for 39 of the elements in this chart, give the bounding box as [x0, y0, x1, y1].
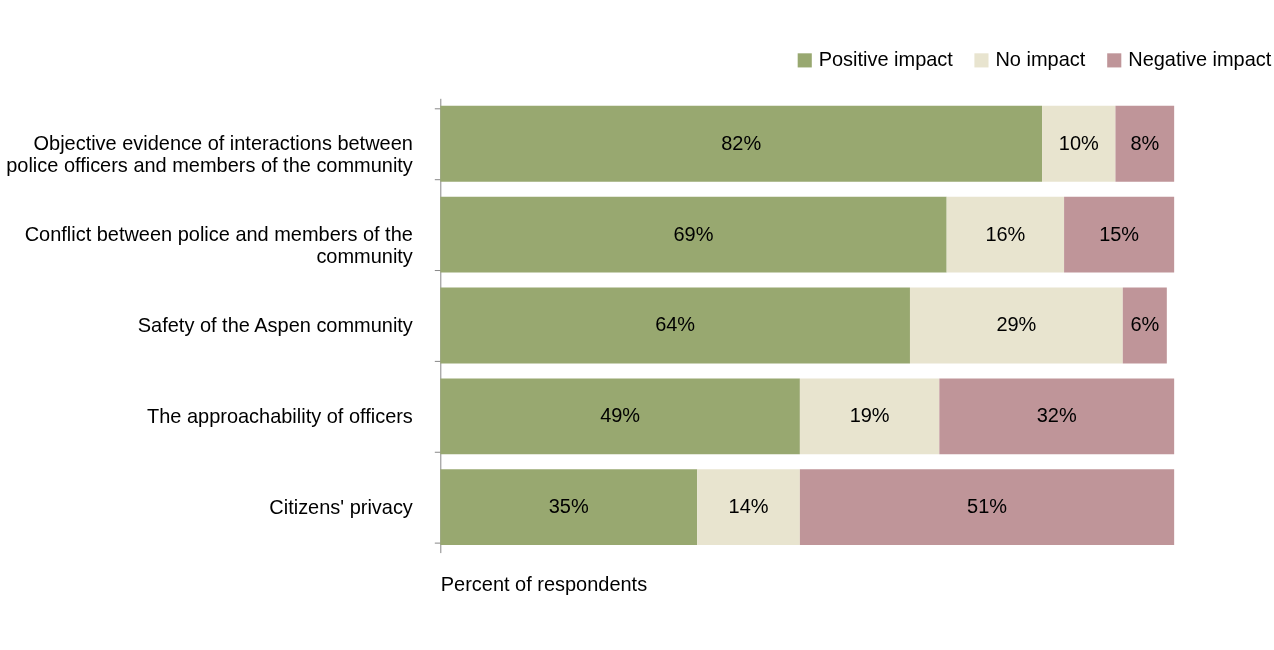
- data-label: 69%: [673, 222, 714, 245]
- data-label: 10%: [1058, 131, 1099, 154]
- data-label: 6%: [1130, 313, 1160, 336]
- bar: [440, 105, 1043, 182]
- bar: [1042, 105, 1116, 182]
- bar: [909, 287, 1123, 364]
- bar: [946, 196, 1065, 273]
- data-label: 35%: [548, 495, 589, 518]
- bar: [799, 378, 940, 455]
- data-label: 8%: [1130, 131, 1160, 154]
- bar: [1115, 105, 1175, 182]
- bar: [440, 196, 947, 273]
- data-label: 64%: [655, 313, 696, 336]
- data-label: 32%: [1036, 404, 1077, 427]
- data-label: 16%: [985, 222, 1026, 245]
- y-tick-label: Conflict between police and members of the community: [24, 223, 413, 268]
- x-axis-title: Percent of respondents: [440, 573, 648, 596]
- y-tick-label: Citizens' privacy: [269, 495, 413, 518]
- y-tick-label: Safety of the Aspen community: [137, 313, 413, 336]
- bar: [697, 469, 800, 546]
- data-label: 19%: [849, 404, 890, 427]
- bar: [1064, 196, 1175, 273]
- legend-label: No impact: [995, 48, 1086, 71]
- data-label: 29%: [996, 313, 1037, 336]
- legend-label: Negative impact: [1128, 48, 1272, 71]
- bar: [1122, 287, 1167, 364]
- data-label: 14%: [728, 495, 769, 518]
- bar: [939, 378, 1175, 455]
- bar: [440, 287, 910, 364]
- bar: [440, 378, 800, 455]
- bar: [799, 469, 1175, 546]
- bar: [440, 469, 698, 546]
- legend-label: Positive impact: [818, 48, 954, 71]
- data-label: 51%: [967, 495, 1008, 518]
- data-label: 49%: [600, 404, 641, 427]
- y-tick-label: The approachability of officers: [147, 404, 413, 427]
- data-label: 15%: [1099, 222, 1140, 245]
- data-label: 82%: [721, 131, 762, 154]
- y-tick-label: Objective evidence of interactions between police officers and members of the community: [6, 132, 413, 177]
